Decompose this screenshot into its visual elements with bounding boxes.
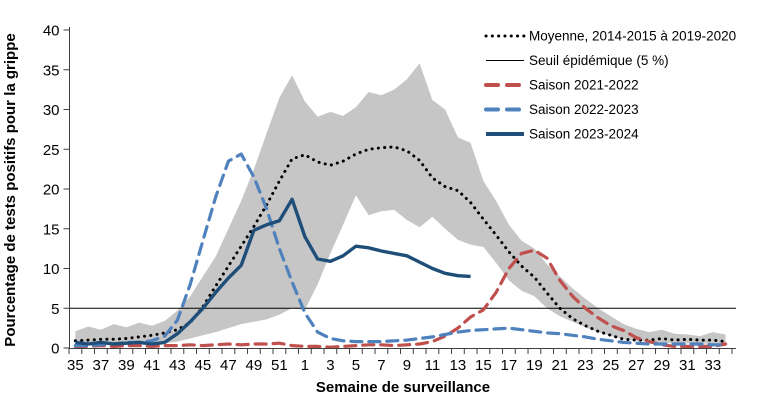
x-tick-label: 11 (425, 357, 441, 374)
x-tick-label: 29 (654, 357, 671, 374)
series-line-4 (75, 197, 471, 346)
legend-item-4: Saison 2023-2024 (486, 127, 639, 142)
y-tick-label: 20 (43, 182, 60, 199)
legend-item-0: Moyenne, 2014-2015 à 2019-2020 (484, 29, 736, 44)
y-axis-title: Pourcentage de tests positifs pour la gr… (2, 33, 19, 346)
x-tick-label: 5 (352, 357, 360, 374)
legend-label: Saison 2023-2024 (529, 127, 639, 142)
y-tick-label: 10 (43, 261, 60, 278)
x-tick-label: 35 (67, 357, 84, 374)
legend-item-2: Saison 2021-2022 (484, 78, 639, 93)
legend-item-1: Seuil épidémique (5 %) (486, 53, 669, 68)
x-tick-label: 13 (450, 357, 467, 374)
legend-label: Saison 2022-2023 (529, 102, 639, 117)
x-tick-label: 21 (552, 357, 569, 374)
x-tick-label: 31 (679, 357, 696, 374)
x-tick-label: 7 (377, 357, 385, 374)
x-tick-label: 27 (628, 357, 645, 374)
x-tick-label: 25 (603, 357, 620, 374)
series-line-3 (73, 152, 728, 348)
x-tick-label: 15 (475, 357, 492, 374)
x-tick-label: 47 (220, 357, 237, 374)
x-tick-label: 33 (705, 357, 722, 374)
x-tick-label: 23 (577, 357, 594, 374)
x-tick-label: 51 (271, 357, 288, 374)
series-line-2 (73, 248, 728, 349)
y-tick-label: 0 (51, 341, 59, 358)
legend-label: Saison 2021-2022 (529, 78, 639, 93)
x-tick-label: 43 (169, 357, 186, 374)
y-tick-label: 15 (43, 221, 60, 238)
y-tick-label: 25 (43, 142, 60, 159)
x-tick-label: 3 (326, 357, 334, 374)
mean-range-band (75, 63, 726, 346)
x-tick-label: 45 (195, 357, 212, 374)
x-tick-label: 17 (501, 357, 518, 374)
y-tick-label: 35 (43, 62, 60, 79)
y-tick-label: 30 (43, 102, 60, 119)
x-tick-label: 1 (301, 357, 309, 374)
x-tick-label: 49 (246, 357, 263, 374)
legend-item-3: Saison 2022-2023 (484, 102, 639, 117)
legend-label: Moyenne, 2014-2015 à 2019-2020 (529, 29, 736, 44)
legend-label: Seuil épidémique (5 %) (529, 53, 669, 68)
x-tick-label: 9 (403, 357, 411, 374)
x-tick-label: 37 (93, 357, 110, 374)
y-tick-label: 40 (43, 23, 60, 40)
x-axis-title: Semaine de surveillance (316, 379, 490, 396)
x-tick-label: 41 (144, 357, 161, 374)
y-tick-label: 5 (51, 301, 59, 318)
x-tick-label: 19 (526, 357, 543, 374)
x-tick-label: 39 (118, 357, 135, 374)
